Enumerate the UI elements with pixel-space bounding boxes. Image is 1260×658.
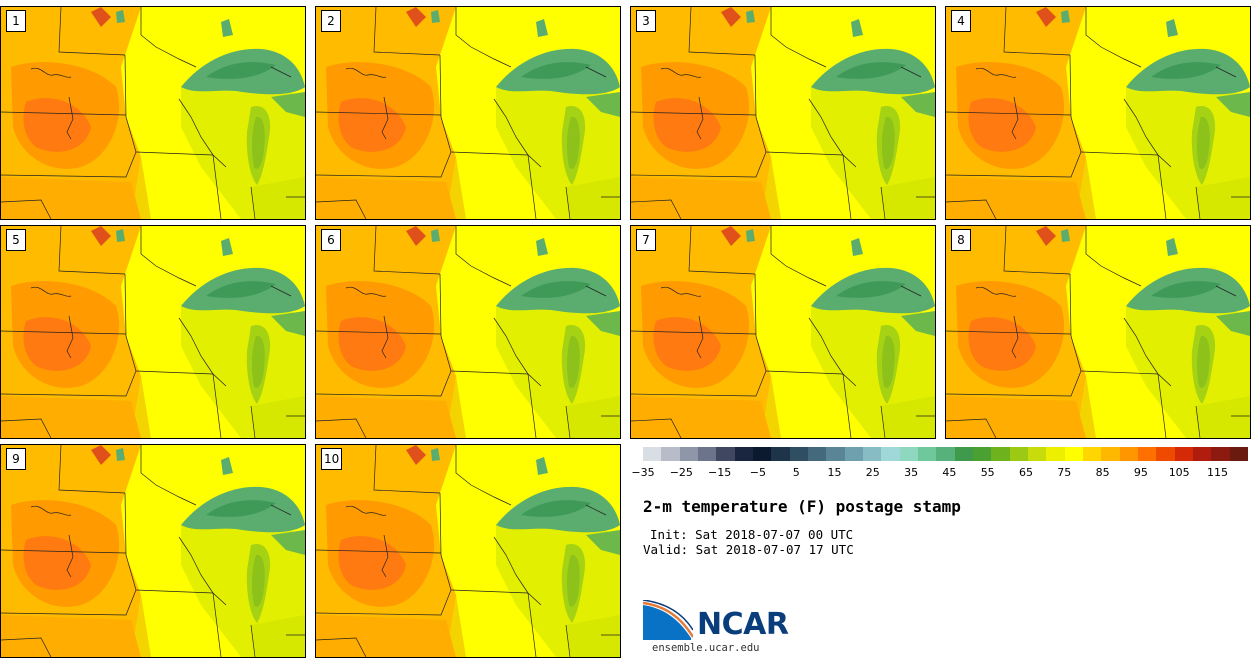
chart-title: 2-m temperature (F) postage stamp: [643, 497, 961, 516]
colorbar-tick-label: 115: [1207, 466, 1228, 479]
panel-number: 8: [951, 229, 971, 251]
map-panel-10: 10: [315, 444, 621, 658]
panel-number: 10: [321, 448, 343, 470]
colorbar-segment: [808, 447, 827, 461]
colorbar-segment: [1101, 447, 1121, 461]
init-time: Init: Sat 2018-07-07 00 UTC: [650, 527, 854, 542]
panel-number: 1: [6, 10, 26, 32]
colorbar-segment: [1156, 447, 1176, 461]
colorbar-segment: [1211, 447, 1231, 461]
colorbar-segment: [1119, 447, 1139, 461]
colorbar-tick-label: 105: [1168, 466, 1190, 479]
map-panel-4: 4: [945, 6, 1251, 220]
colorbar-segment: [844, 447, 864, 461]
colorbar-tick-label: 65: [1019, 466, 1033, 479]
colorbar-tick-label: 55: [980, 466, 995, 479]
map-panel-1: 1: [0, 6, 306, 220]
colorbar-segment: [716, 447, 736, 461]
colorbar-segment: [679, 447, 699, 461]
colorbar-segment: [1193, 447, 1212, 461]
colorbar-segment: [1138, 447, 1157, 461]
panel-number: 3: [636, 10, 656, 32]
colorbar-segment: [899, 447, 919, 461]
colorbar-segment: [1009, 447, 1029, 461]
colorbar-segment: [1064, 447, 1084, 461]
colorbar-tick-label: 95: [1133, 466, 1148, 479]
panel-number: 4: [951, 10, 971, 32]
colorbar-segment: [918, 447, 937, 461]
panel-number: 9: [6, 448, 26, 470]
ncar-logo-icon: [643, 600, 693, 640]
colorbar-segment: [698, 447, 717, 461]
colorbar-segment: [1028, 447, 1047, 461]
map-panel-8: 8: [945, 225, 1251, 439]
panel-number: 6: [321, 229, 341, 251]
map-panel-2: 2: [315, 6, 621, 220]
map-panel-7: 7: [630, 225, 936, 439]
colorbar-segment: [1174, 447, 1194, 461]
logo-name: NCAR: [697, 607, 789, 642]
colorbar-tick-label: −25: [669, 466, 693, 479]
colorbar-tick-label: −35: [631, 466, 655, 479]
colorbar-segment: [643, 447, 662, 461]
colorbar-tick-label: −5: [749, 466, 766, 479]
colorbar-segment: [1046, 447, 1066, 461]
colorbar-tick-label: 15: [827, 466, 842, 479]
colorbar-segment: [863, 447, 882, 461]
colorbar-tick-label: 45: [942, 466, 957, 479]
map-panel-9: 9: [0, 444, 306, 658]
colorbar-segment: [881, 447, 901, 461]
valid-time: Valid: Sat 2018-07-07 17 UTC: [643, 542, 854, 557]
colorbar-tick-label: 35: [904, 466, 919, 479]
colorbar-tick-label: 25: [865, 466, 880, 479]
logo-url[interactable]: ensemble.ucar.edu: [652, 642, 760, 654]
map-panel-6: 6: [315, 225, 621, 439]
colorbar-segment: [753, 447, 772, 461]
map-panel-3: 3: [630, 6, 936, 220]
colorbar-tick-label: 85: [1095, 466, 1110, 479]
colorbar: [643, 447, 1249, 461]
map-panel-5: 5: [0, 225, 306, 439]
colorbar-segment: [1229, 447, 1249, 461]
colorbar-tick-label: −15: [707, 466, 732, 479]
colorbar-segment: [826, 447, 846, 461]
panel-number: 2: [321, 10, 341, 32]
colorbar-segment: [734, 447, 754, 461]
colorbar-segment: [661, 447, 681, 461]
colorbar-tick-label: 75: [1057, 466, 1072, 479]
colorbar-segment: [936, 447, 956, 461]
colorbar-segment: [1083, 447, 1102, 461]
colorbar-segment: [789, 447, 809, 461]
colorbar-segment: [973, 447, 992, 461]
colorbar-segment: [771, 447, 791, 461]
colorbar-tick-label: 5: [792, 466, 800, 479]
colorbar-segment: [991, 447, 1011, 461]
colorbar-segment: [954, 447, 974, 461]
panel-number: 7: [636, 229, 656, 251]
panel-number: 5: [6, 229, 26, 251]
